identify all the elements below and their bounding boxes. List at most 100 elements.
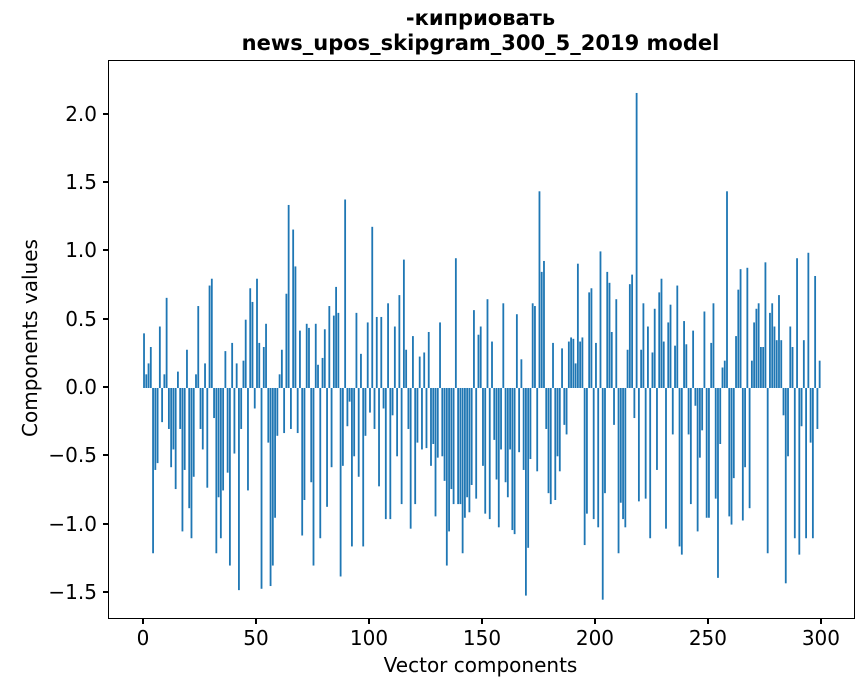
- bar: [651, 352, 654, 388]
- bar: [154, 387, 157, 470]
- bar: [613, 387, 615, 425]
- bar: [360, 353, 362, 388]
- bar: [617, 387, 620, 554]
- bar: [527, 387, 530, 548]
- bar: [669, 304, 672, 388]
- bar: [563, 387, 566, 425]
- bar: [206, 387, 209, 488]
- bar: [256, 278, 258, 388]
- bar: [208, 285, 211, 388]
- bar: [525, 387, 527, 596]
- bar: [642, 303, 645, 388]
- bar: [667, 322, 670, 388]
- bar: [369, 387, 371, 413]
- bar: [757, 303, 760, 388]
- bar: [299, 330, 301, 388]
- bar: [213, 387, 215, 419]
- bar: [463, 387, 466, 518]
- bar: [558, 387, 561, 472]
- bar: [418, 356, 421, 388]
- bar: [710, 342, 713, 388]
- plot-area: [108, 60, 855, 619]
- bar: [398, 295, 401, 388]
- bar: [671, 387, 674, 435]
- bar: [506, 387, 509, 498]
- bar: [703, 311, 706, 388]
- bar: [656, 387, 658, 470]
- x-tick-label: 250: [688, 626, 728, 650]
- bar: [188, 387, 191, 509]
- bar: [378, 387, 380, 487]
- bar: [576, 263, 579, 388]
- bar: [678, 387, 681, 547]
- bar: [283, 387, 286, 434]
- bar: [570, 337, 572, 388]
- bar: [574, 363, 577, 388]
- bar: [552, 342, 554, 388]
- bar: [292, 229, 295, 388]
- bar: [599, 251, 602, 388]
- bar: [687, 387, 690, 435]
- bar: [353, 387, 356, 457]
- x-tick-label: 150: [462, 626, 502, 650]
- x-tick-mark: [480, 618, 483, 624]
- bar: [156, 387, 159, 464]
- bar: [665, 387, 667, 529]
- bar: [265, 323, 267, 388]
- bar: [167, 387, 170, 429]
- bar: [615, 299, 618, 388]
- bar: [696, 387, 699, 532]
- bar: [407, 387, 410, 429]
- bar: [204, 363, 206, 388]
- bar: [251, 301, 254, 388]
- bar: [253, 387, 256, 409]
- bar: [161, 387, 164, 423]
- bar: [775, 340, 778, 388]
- bar: [332, 315, 335, 388]
- bar: [217, 387, 220, 498]
- x-tick-mark: [142, 618, 145, 624]
- y-axis-label: Components values: [18, 239, 42, 437]
- bar: [321, 357, 324, 388]
- bar: [228, 387, 231, 566]
- bar: [366, 322, 369, 388]
- bar: [637, 387, 640, 502]
- bar: [434, 387, 437, 517]
- bar: [628, 284, 631, 388]
- chart-title-line1: -киприовать: [405, 6, 556, 30]
- bar: [735, 336, 737, 388]
- bar: [771, 303, 774, 388]
- bar: [581, 337, 584, 388]
- bar: [728, 387, 731, 517]
- bar: [685, 344, 688, 388]
- bar: [147, 363, 150, 388]
- bar: [373, 387, 376, 429]
- bar: [271, 387, 274, 566]
- bar: [633, 387, 636, 419]
- bar: [515, 314, 518, 388]
- bar: [805, 387, 807, 539]
- bar: [802, 340, 805, 388]
- bar: [186, 349, 188, 388]
- bar: [335, 286, 337, 388]
- chart-title: -киприовать news_upos_skipgram_300_5_201…: [108, 6, 853, 56]
- bar: [518, 387, 521, 453]
- bar: [556, 387, 559, 457]
- bar: [545, 387, 548, 429]
- y-tick-mark: [103, 385, 109, 388]
- bar: [631, 274, 634, 388]
- bar: [723, 360, 726, 388]
- bar: [380, 316, 383, 388]
- bar: [811, 387, 814, 539]
- bar: [787, 387, 789, 457]
- bar: [274, 387, 276, 518]
- bar: [384, 387, 387, 520]
- bar: [567, 341, 570, 388]
- bar: [224, 351, 227, 388]
- bar: [303, 387, 306, 500]
- bar: [473, 310, 475, 388]
- bar: [579, 341, 582, 388]
- bar: [622, 387, 624, 520]
- bar: [479, 326, 482, 388]
- bar: [529, 387, 532, 460]
